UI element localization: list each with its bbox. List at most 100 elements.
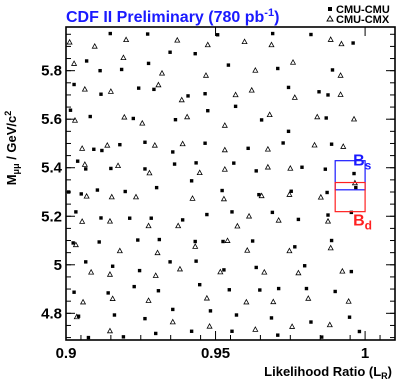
point-cmu-cmx bbox=[327, 36, 334, 42]
legend-marker-cmu-cmx bbox=[326, 15, 334, 22]
point-cmu-cmx bbox=[264, 163, 271, 170]
point-cmu-cmu bbox=[250, 239, 255, 243]
point-cmu-cmx bbox=[145, 297, 152, 303]
point-cmu-cmu bbox=[154, 331, 158, 336]
point-cmu-cmu bbox=[154, 185, 159, 190]
chart-title: CDF II Preliminary (780 pb-1) bbox=[66, 7, 279, 26]
point-cmu-cmu bbox=[304, 286, 309, 291]
signal-window-label-s: Bs bbox=[353, 153, 372, 173]
point-cmu-cmu bbox=[172, 162, 177, 166]
point-cmu-cmx bbox=[176, 265, 184, 272]
point-cmu-cmx bbox=[83, 192, 90, 199]
point-cmu-cmx bbox=[202, 72, 210, 78]
point-cmu-cmu bbox=[323, 167, 328, 171]
point-cmu-cmu bbox=[309, 320, 313, 324]
y-tick-label: 5.4 bbox=[41, 160, 63, 177]
point-cmu-cmu bbox=[88, 114, 92, 119]
point-cmu-cmx bbox=[179, 140, 186, 147]
point-cmu-cmu bbox=[193, 239, 197, 244]
point-cmu-cmu bbox=[349, 269, 354, 274]
point-cmu-cmu bbox=[186, 94, 190, 98]
point-cmu-cmu bbox=[352, 171, 356, 176]
point-cmu-cmu bbox=[257, 192, 261, 197]
y-axis-title-sub: μμ bbox=[11, 163, 21, 174]
point-cmu-cmx bbox=[289, 58, 297, 65]
point-cmu-cmu bbox=[317, 90, 321, 94]
point-cmu-cmu bbox=[123, 189, 127, 194]
point-cmu-cmu bbox=[254, 169, 258, 173]
point-cmu-cmu bbox=[286, 85, 291, 90]
point-cmu-cmx bbox=[121, 113, 128, 120]
y-axis-title: Mμμ / GeV/c2 bbox=[3, 111, 21, 186]
point-cmu-cmu bbox=[347, 315, 352, 319]
chart-title-sup: -1 bbox=[264, 7, 274, 19]
point-cmu-cmu bbox=[156, 289, 161, 293]
point-cmu-cmx bbox=[114, 162, 122, 168]
point-cmu-cmx bbox=[234, 222, 241, 229]
point-cmu-cmx bbox=[261, 268, 268, 275]
point-cmu-cmx bbox=[146, 169, 153, 176]
point-cmu-cmu bbox=[215, 33, 220, 37]
point-cmu-cmu bbox=[143, 316, 147, 321]
point-cmu-cmu bbox=[72, 82, 76, 87]
point-cmu-cmu bbox=[136, 86, 141, 90]
point-cmu-cmu bbox=[76, 314, 81, 318]
point-cmu-cmx bbox=[81, 85, 88, 92]
point-cmu-cmx bbox=[155, 81, 162, 88]
point-cmu-cmu bbox=[152, 87, 156, 92]
point-cmu-cmu bbox=[351, 41, 355, 45]
point-cmu-cmx bbox=[123, 36, 130, 43]
point-cmu-cmu bbox=[208, 309, 213, 313]
point-cmu-cmu bbox=[97, 240, 101, 244]
point-cmu-cmx bbox=[314, 113, 321, 120]
point-cmu-cmu bbox=[68, 108, 73, 112]
point-cmu-cmx bbox=[120, 54, 127, 61]
point-cmu-cmx bbox=[220, 195, 227, 202]
point-cmu-cmu bbox=[289, 189, 293, 193]
point-cmu-cmu bbox=[100, 148, 104, 153]
data-points bbox=[66, 31, 362, 340]
point-cmu-cmx bbox=[184, 113, 191, 120]
point-cmu-cmu bbox=[157, 237, 162, 242]
legend-label-cmu-cmu: CMU-CMU bbox=[336, 4, 390, 16]
point-cmu-cmx bbox=[311, 141, 318, 148]
x-axis-title-main: Likelihood Ratio (L bbox=[264, 364, 381, 379]
point-cmu-cmx bbox=[106, 217, 114, 224]
point-cmu-cmx bbox=[221, 165, 228, 172]
point-cmu-cmu bbox=[222, 268, 226, 272]
point-cmu-cmu bbox=[258, 288, 262, 292]
y-axis-title-main: M bbox=[4, 174, 19, 185]
point-cmu-cmu bbox=[300, 165, 304, 169]
point-cmu-cmx bbox=[152, 272, 159, 278]
point-cmu-cmu bbox=[110, 264, 115, 268]
point-cmu-cmx bbox=[192, 243, 199, 249]
point-cmu-cmu bbox=[326, 213, 330, 217]
point-cmu-cmu bbox=[230, 210, 234, 214]
point-cmu-cmx bbox=[224, 237, 231, 243]
point-cmu-cmx bbox=[337, 91, 344, 97]
point-cmu-cmx bbox=[151, 141, 158, 148]
y-tick-label: 4.8 bbox=[41, 305, 62, 322]
point-cmu-cmx bbox=[264, 145, 271, 152]
point-cmu-cmu bbox=[232, 161, 236, 165]
x-tick-label: 1 bbox=[361, 345, 369, 362]
point-cmu-cmu bbox=[203, 141, 207, 145]
point-cmu-cmu bbox=[95, 188, 100, 192]
point-cmu-cmu bbox=[206, 109, 210, 113]
signal-window-label-d: Bd bbox=[353, 213, 372, 233]
point-cmu-cmu bbox=[205, 212, 209, 217]
point-cmu-cmu bbox=[269, 316, 274, 320]
legend: CMU-CMU CMU-CMX bbox=[326, 4, 390, 26]
point-cmu-cmu bbox=[193, 51, 197, 56]
point-cmu-cmu bbox=[286, 129, 291, 134]
point-cmu-cmu bbox=[276, 333, 280, 337]
point-cmu-cmu bbox=[118, 142, 122, 147]
y-tick-label: 5.2 bbox=[41, 208, 62, 225]
point-cmu-cmu bbox=[325, 190, 329, 195]
point-cmu-cmu bbox=[119, 67, 124, 72]
signal-window-d bbox=[334, 181, 366, 213]
point-cmu-cmu bbox=[132, 284, 136, 289]
point-cmu-cmx bbox=[79, 218, 86, 224]
point-cmu-cmu bbox=[197, 282, 202, 287]
point-cmu-cmx bbox=[88, 268, 95, 275]
